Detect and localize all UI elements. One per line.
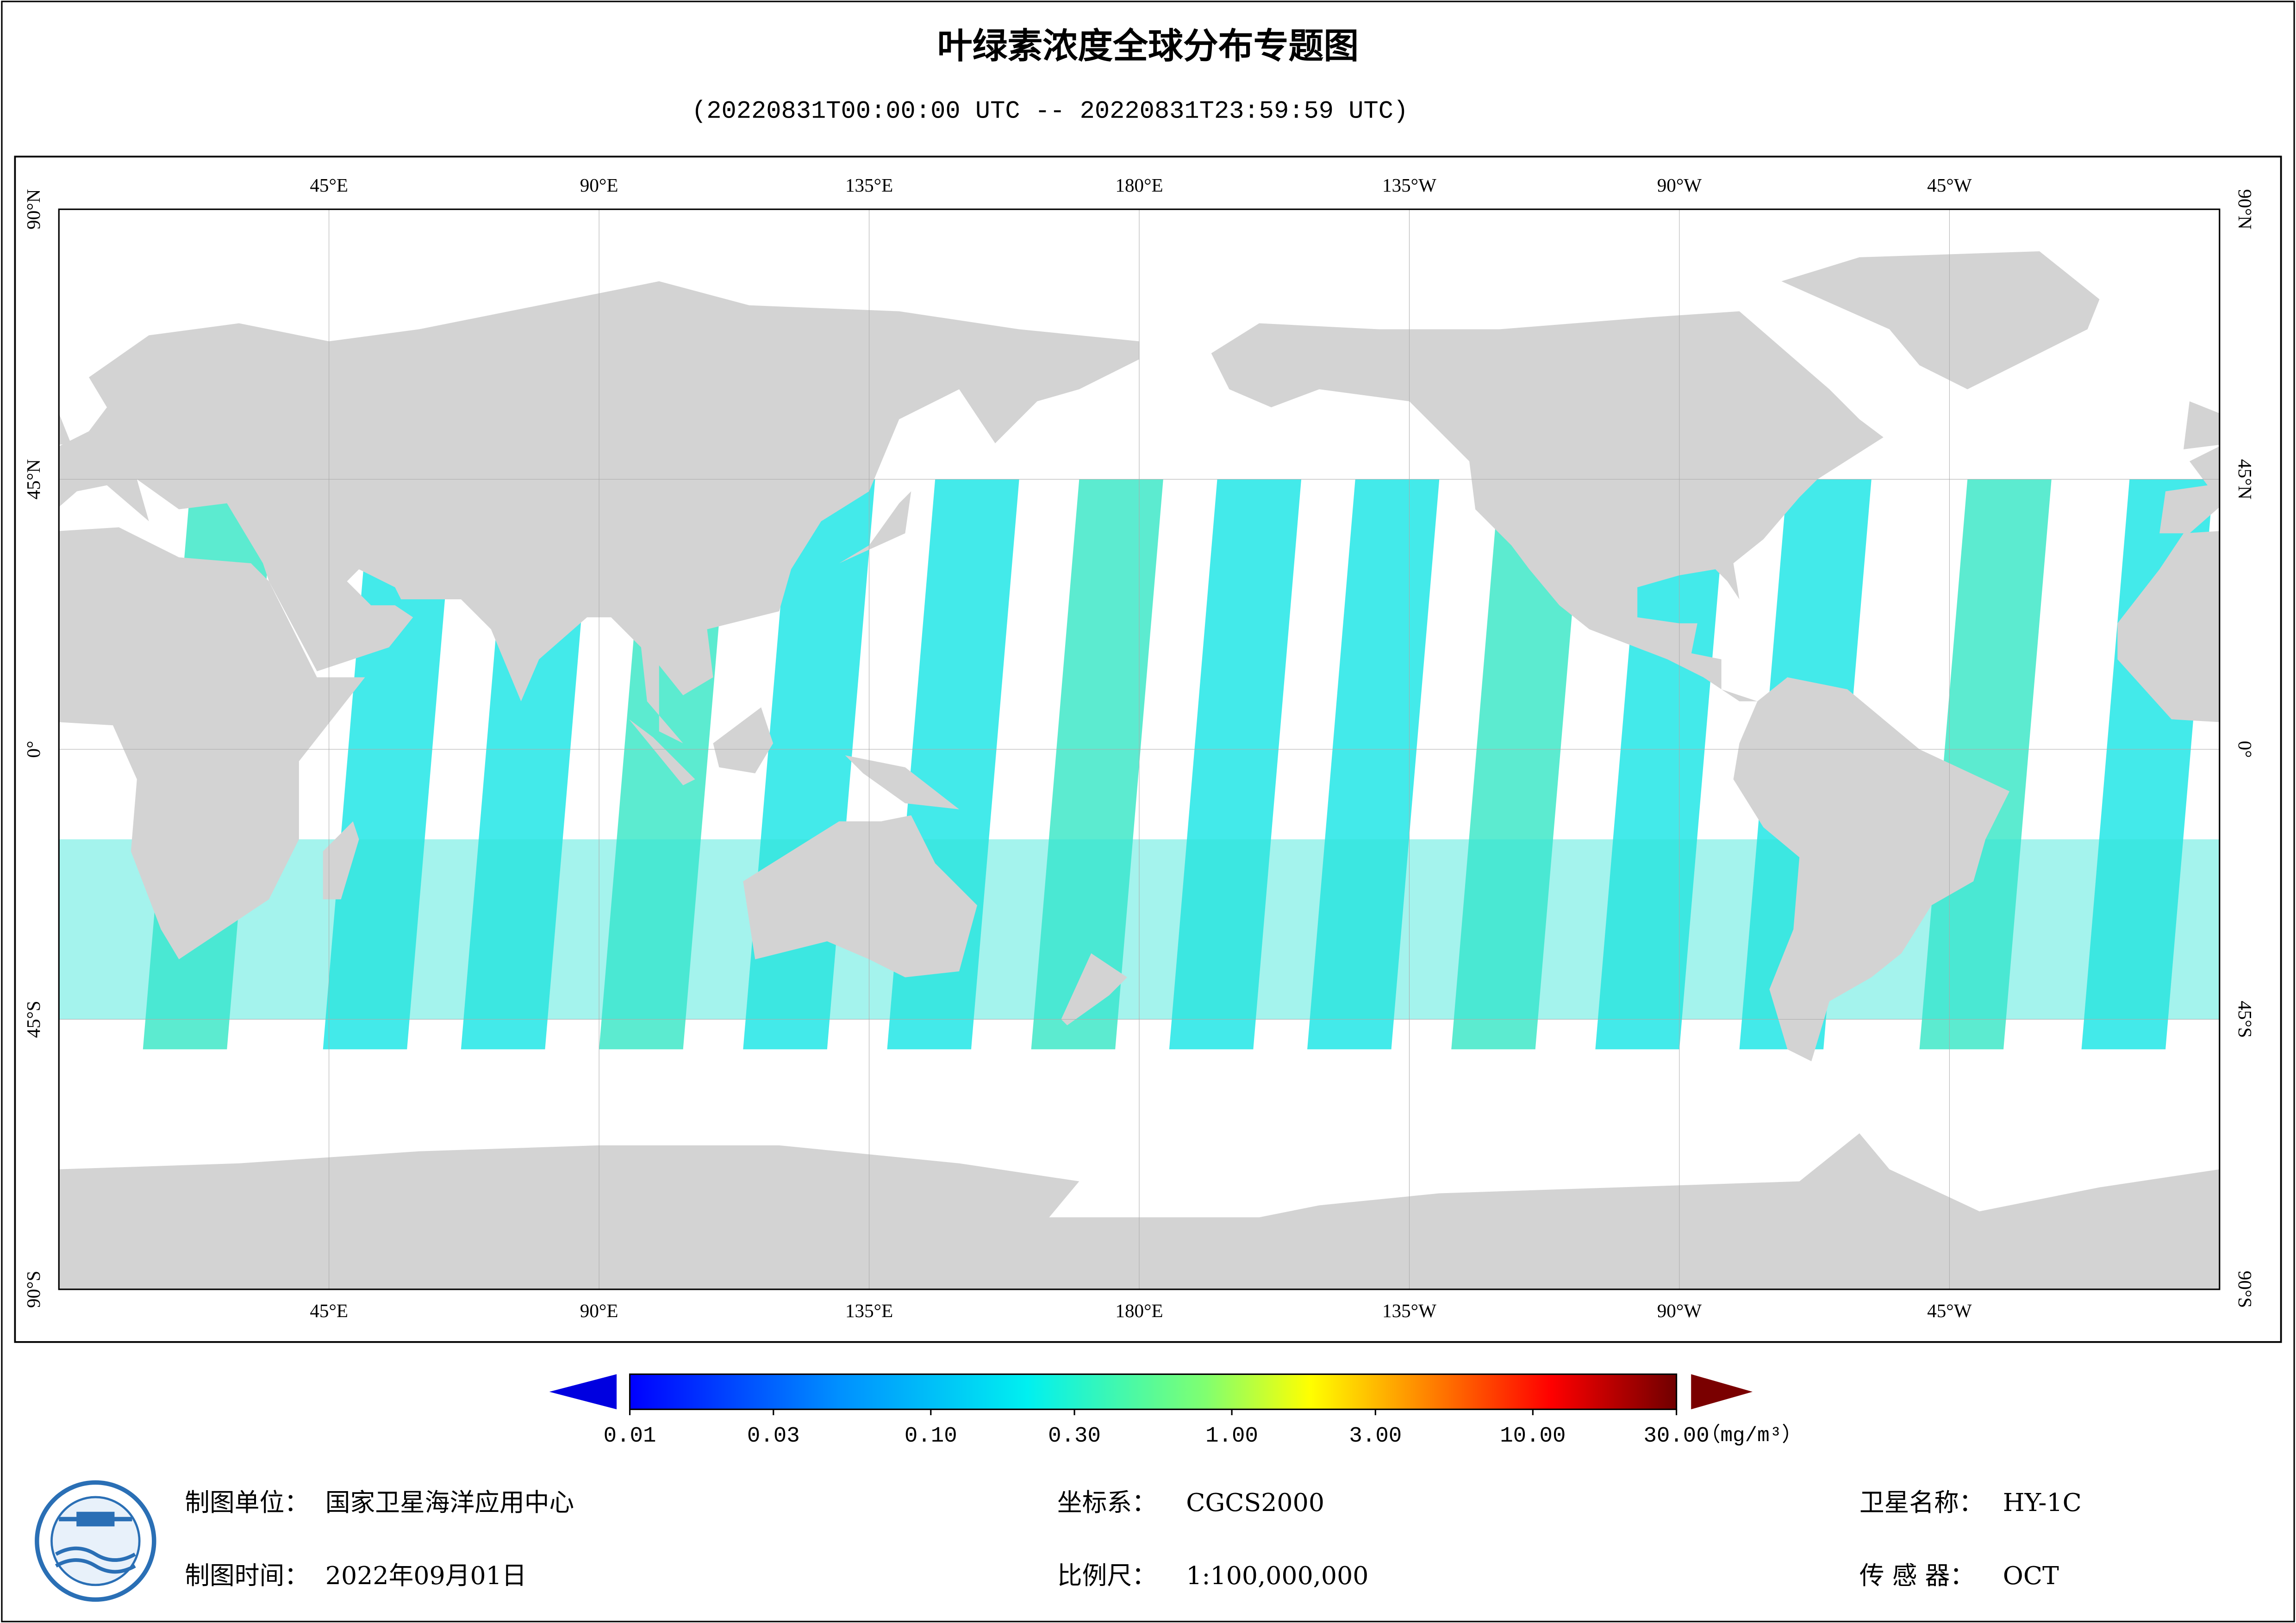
landmass (1211, 311, 1884, 702)
scale-value: 1:100,000,000 (1186, 1561, 1368, 1590)
colorbar-tick-label: 10.00 (1500, 1424, 1566, 1449)
lat-label-right: 45°S (2234, 1001, 2256, 1038)
lon-label-top: 45°W (1927, 174, 1972, 196)
landmass (629, 719, 695, 785)
lat-label-right: 90°N (2234, 189, 2256, 230)
producer-value: 国家卫星海洋应用中心 (325, 1488, 574, 1517)
swath (1307, 479, 1440, 1050)
colorbar-bar (629, 1373, 1678, 1410)
landmass (713, 707, 774, 773)
colorbar-tick-label: 3.00 (1349, 1424, 1402, 1449)
satellite-value: HY-1C (2003, 1488, 2082, 1517)
date-value: 2022年09月01日 (325, 1561, 527, 1590)
crs-label: 坐标系： (1057, 1488, 1157, 1517)
landmass (2117, 531, 2220, 722)
producer-label: 制图单位： (185, 1488, 309, 1517)
subtitle: (20220831T00:00:00 UTC -- 20220831T23:59… (692, 98, 1408, 126)
lat-label-left: 90°N (23, 189, 44, 230)
lon-label-top: 180°E (1115, 174, 1163, 196)
sensor-value: OCT (2003, 1561, 2059, 1590)
landmass (2159, 446, 2220, 534)
lat-label-right: 0° (2234, 741, 2256, 758)
colorbar-tick-label: 1.00 (1205, 1424, 1258, 1449)
swath (1031, 479, 1163, 1050)
title: 叶绿素浓度全球分布专题图 (937, 25, 1359, 66)
landmass (845, 755, 960, 809)
colorbar-tick-label: 0.30 (1048, 1424, 1101, 1449)
landmass (59, 527, 365, 959)
swath (1451, 479, 1584, 1050)
landmass (323, 821, 359, 900)
colorbar-low-arrow (549, 1374, 617, 1410)
lat-label-left: 45°S (23, 1001, 44, 1038)
landmass (1781, 251, 2100, 390)
lon-label-bottom: 90°W (1657, 1300, 1702, 1321)
date-label: 制图时间： (185, 1561, 309, 1590)
lon-label-bottom: 135°W (1382, 1300, 1436, 1321)
colorbar-tick-label: 0.10 (905, 1424, 957, 1449)
lat-label-left: 0° (23, 741, 44, 758)
lat-label-left: 90°S (23, 1271, 44, 1308)
lon-label-top: 135°E (845, 174, 893, 196)
map-frame (14, 155, 2282, 1343)
landmass (2184, 401, 2220, 449)
swath (1169, 479, 1302, 1050)
map-border (58, 208, 2221, 1290)
swath (1919, 479, 2052, 1050)
lon-label-top: 90°W (1657, 174, 1702, 196)
landmass (743, 815, 977, 977)
lon-label-bottom: 45°E (310, 1300, 348, 1321)
colorbar-unit: （mg/m³） (1700, 1424, 1802, 1448)
graticule (59, 209, 2220, 1289)
lat-label-right: 45°N (2234, 459, 2256, 499)
colorbar: （mg/m³） 0.01 0.03 0.10 0.30 1.00 3.00 10.00 30.… (549, 1373, 1803, 1449)
colorbar-tick-label: 0.03 (747, 1424, 800, 1449)
colorbar-high-arrow (1691, 1374, 1753, 1410)
colorbar-tick-label: 0.01 (604, 1424, 656, 1449)
scale-label: 比例尺： (1057, 1561, 1157, 1590)
sensor-label: 传 感 器： (1859, 1561, 1975, 1590)
lon-label-top: 90°E (580, 174, 618, 196)
logo (35, 1480, 156, 1602)
lon-label-bottom: 180°E (1115, 1300, 1163, 1321)
satellite-label: 卫星名称： (1859, 1488, 1984, 1517)
lat-label-right: 90°S (2234, 1271, 2256, 1308)
lon-label-bottom: 90°E (580, 1300, 618, 1321)
lon-label-bottom: 45°W (1927, 1300, 1972, 1321)
lon-label-top: 135°W (1382, 174, 1436, 196)
swath (323, 479, 455, 1050)
landmass (1733, 677, 2010, 1062)
lon-label-bottom: 135°E (845, 1300, 893, 1321)
crs-value: CGCS2000 (1186, 1488, 1324, 1517)
colorbar-tick-label: 30.00 (1643, 1424, 1709, 1449)
lon-label-top: 45°E (310, 174, 348, 196)
landmass (1061, 953, 1128, 1026)
landmass (59, 413, 71, 445)
swath (1595, 479, 1728, 1050)
map-area (59, 209, 2220, 1289)
lat-label-left: 45°N (23, 459, 44, 499)
